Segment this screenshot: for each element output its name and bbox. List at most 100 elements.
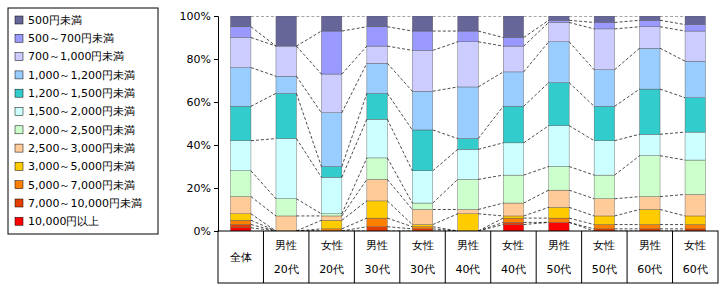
y-tick-mark <box>214 59 218 60</box>
series-line <box>569 222 594 231</box>
series-line <box>660 16 685 17</box>
x-tick-label: 女性60代 <box>683 239 708 276</box>
bar-segment <box>503 222 523 224</box>
bar-segment <box>412 31 432 50</box>
bar-segment <box>640 156 660 197</box>
series-line <box>433 87 458 91</box>
legend-swatch <box>15 89 23 97</box>
legend-swatch <box>15 217 23 225</box>
bar-segment <box>321 31 341 74</box>
bar-segment <box>412 227 432 229</box>
series-line <box>569 42 594 70</box>
series-line <box>251 214 276 231</box>
bar-segment <box>594 216 614 225</box>
series-line <box>569 22 594 28</box>
series-line <box>569 16 594 17</box>
bar-segment <box>321 177 341 214</box>
series-line <box>478 218 503 231</box>
series-line <box>569 218 594 224</box>
table-divider <box>672 231 673 283</box>
series-line <box>251 16 276 17</box>
series-line <box>251 197 276 216</box>
series-line <box>387 16 412 17</box>
bar-segment <box>412 16 432 31</box>
series-line <box>478 143 503 149</box>
bar-segment <box>685 160 705 194</box>
series-line <box>569 20 594 22</box>
legend-swatch <box>15 126 23 134</box>
series-line <box>387 93 412 130</box>
bar-segment <box>549 20 569 22</box>
series-line <box>296 199 321 214</box>
bar-segment <box>503 16 523 38</box>
legend-label: 10,000円以上 <box>28 215 100 228</box>
series-line <box>524 207 549 216</box>
bar-segment <box>549 16 569 20</box>
series-line <box>660 132 685 134</box>
bar-segment <box>685 216 705 225</box>
bar-segment <box>549 126 569 167</box>
series-line <box>478 203 503 209</box>
series-line <box>387 158 412 203</box>
legend-label: 2,500～3,000円未満 <box>28 142 135 155</box>
series-line <box>433 179 458 203</box>
bar-segment <box>321 216 341 220</box>
table-divider <box>490 231 491 283</box>
table-divider <box>263 231 264 283</box>
series-line <box>296 16 321 17</box>
bar-segment <box>367 158 387 180</box>
bar-segment <box>549 22 569 41</box>
bar-segment <box>276 16 296 46</box>
series-line <box>387 218 412 227</box>
bar-segment <box>458 179 478 209</box>
bar-segment <box>685 16 705 25</box>
bar-segment <box>412 50 432 91</box>
bar-segment <box>503 143 523 175</box>
series-line <box>660 20 685 24</box>
bar-segment <box>412 130 432 171</box>
y-tick-label: 80% <box>187 53 211 66</box>
legend-swatch <box>15 181 23 189</box>
x-tick-label: 男性40代 <box>456 239 481 276</box>
bar-segment <box>594 16 614 22</box>
series-line <box>615 48 640 70</box>
bar-segment <box>367 63 387 93</box>
x-tick-label: 女性30代 <box>410 239 435 276</box>
bar-segment <box>231 27 251 38</box>
series-line <box>433 42 458 51</box>
series-line <box>615 16 640 17</box>
series-line <box>342 119 367 177</box>
bar-segment <box>594 29 614 70</box>
bar-segment <box>503 46 523 72</box>
bar-segment <box>276 46 296 76</box>
bar-segment <box>685 25 705 31</box>
series-line <box>615 156 640 175</box>
series-line <box>524 42 549 72</box>
bar-segment <box>458 210 478 214</box>
bar-segment <box>231 68 251 107</box>
series-line <box>478 42 503 46</box>
series-line <box>478 175 503 179</box>
bar-segment <box>231 214 251 220</box>
bar-segment <box>458 87 478 139</box>
bar-segment <box>640 20 660 26</box>
legend-swatch <box>15 199 23 207</box>
series-line <box>615 228 640 229</box>
legend-label: 7,000～10,000円未満 <box>28 197 142 210</box>
bar-segment <box>503 216 523 218</box>
bar-segment <box>276 199 296 216</box>
bar-segment <box>412 225 432 227</box>
series-line <box>342 46 367 74</box>
legend-swatch <box>15 162 23 170</box>
bar-segment <box>458 16 478 31</box>
series-line <box>660 48 685 61</box>
series-line <box>433 227 458 231</box>
bar-segment <box>231 106 251 140</box>
bar-segment <box>549 83 569 126</box>
series-line <box>524 190 549 203</box>
series-line <box>251 139 276 141</box>
bar-segment <box>367 218 387 227</box>
bar-segment <box>231 220 251 224</box>
series-line <box>569 83 594 107</box>
series <box>231 42 706 167</box>
